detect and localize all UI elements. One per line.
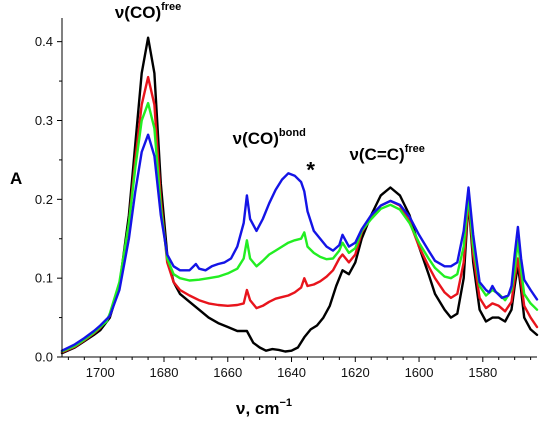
y-tick-label-0.4: 0.4: [35, 34, 53, 49]
ticks-layer: 1700 1680 1660 1640 1620 1600 1580 0.0 0.1 0.2 0.3…: [35, 34, 532, 380]
series-line-4: [60, 133, 539, 352]
y-tick-label-0.1: 0.1: [35, 271, 53, 286]
x-tick-label-1580: 1580: [468, 365, 497, 380]
annotation-1: ν(CO)free: [115, 1, 181, 22]
x-axis-label: ν, cm−1: [236, 397, 292, 418]
x-axis-label-main: ν, cm: [236, 399, 279, 418]
series-line-2: [60, 75, 539, 354]
x-tick-label-1600: 1600: [405, 365, 434, 380]
x-tick-label-1620: 1620: [341, 365, 370, 380]
y-axis-label: A: [10, 169, 22, 188]
x-tick-label-1640: 1640: [277, 365, 306, 380]
series-layer: [60, 36, 539, 355]
annotation-sup: bond: [279, 127, 306, 139]
labels-layer: A ν, cm−1: [10, 169, 292, 418]
annotation-main: ν(C=C): [349, 145, 404, 164]
x-axis-label-sup: −1: [279, 397, 292, 409]
annotation-star: *: [306, 158, 315, 183]
y-tick-label-0.3: 0.3: [35, 113, 53, 128]
annotation-main: ν(CO): [115, 3, 161, 22]
x-tick-label-1680: 1680: [150, 365, 179, 380]
annotation-3: ν(C=C)free: [349, 143, 424, 164]
annotation-sup: free: [405, 143, 425, 155]
series-line-3: [60, 101, 539, 353]
x-tick-label-1700: 1700: [86, 365, 115, 380]
annotation-sup: free: [161, 1, 181, 13]
y-tick-label-0: 0.0: [35, 350, 53, 365]
axes-layer: [61, 18, 537, 358]
y-tick-label-0.2: 0.2: [35, 192, 53, 207]
annotation-2: ν(CO)bond: [233, 127, 306, 148]
annotation-main: ν(CO): [233, 129, 279, 148]
x-tick-label-1660: 1660: [213, 365, 242, 380]
series-line-1: [60, 36, 539, 355]
